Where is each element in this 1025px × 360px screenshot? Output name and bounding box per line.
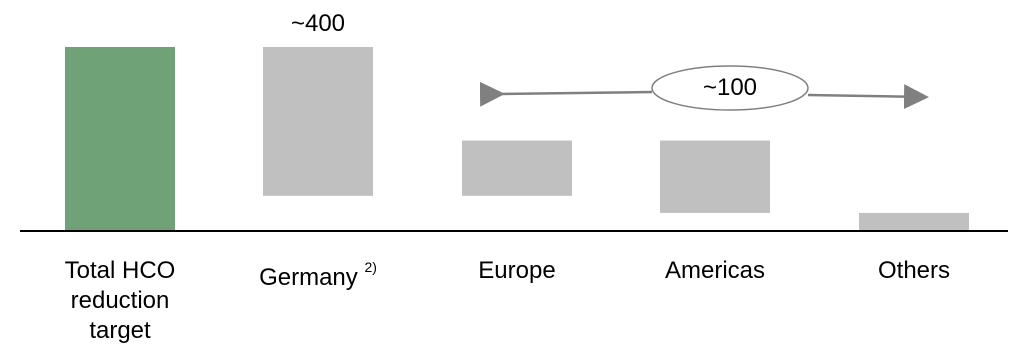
category-label-total: Total HCO reduction target <box>64 257 176 344</box>
bars-layer <box>65 47 969 231</box>
range-bubble-label: ~100 <box>702 74 758 101</box>
bar-americas <box>660 140 770 213</box>
germany-footnote-marker: 2) <box>364 259 377 275</box>
category-label-europe: Europe <box>478 257 556 284</box>
category-label-germany-text: Germany <box>259 264 358 291</box>
bar-europe <box>462 140 572 196</box>
range-arrow <box>479 65 929 111</box>
bar-total <box>65 47 175 231</box>
category-label-others: Others <box>877 257 951 284</box>
germany-value-label: ~400 <box>290 10 346 37</box>
range-arrow-right <box>807 84 929 110</box>
range-arrow-left <box>479 81 653 107</box>
bar-germany <box>263 47 373 196</box>
category-label-germany: Germany 2) <box>238 256 398 293</box>
bar-others <box>859 212 969 231</box>
range-bubble <box>651 65 809 111</box>
category-label-americas: Americas <box>664 257 766 284</box>
